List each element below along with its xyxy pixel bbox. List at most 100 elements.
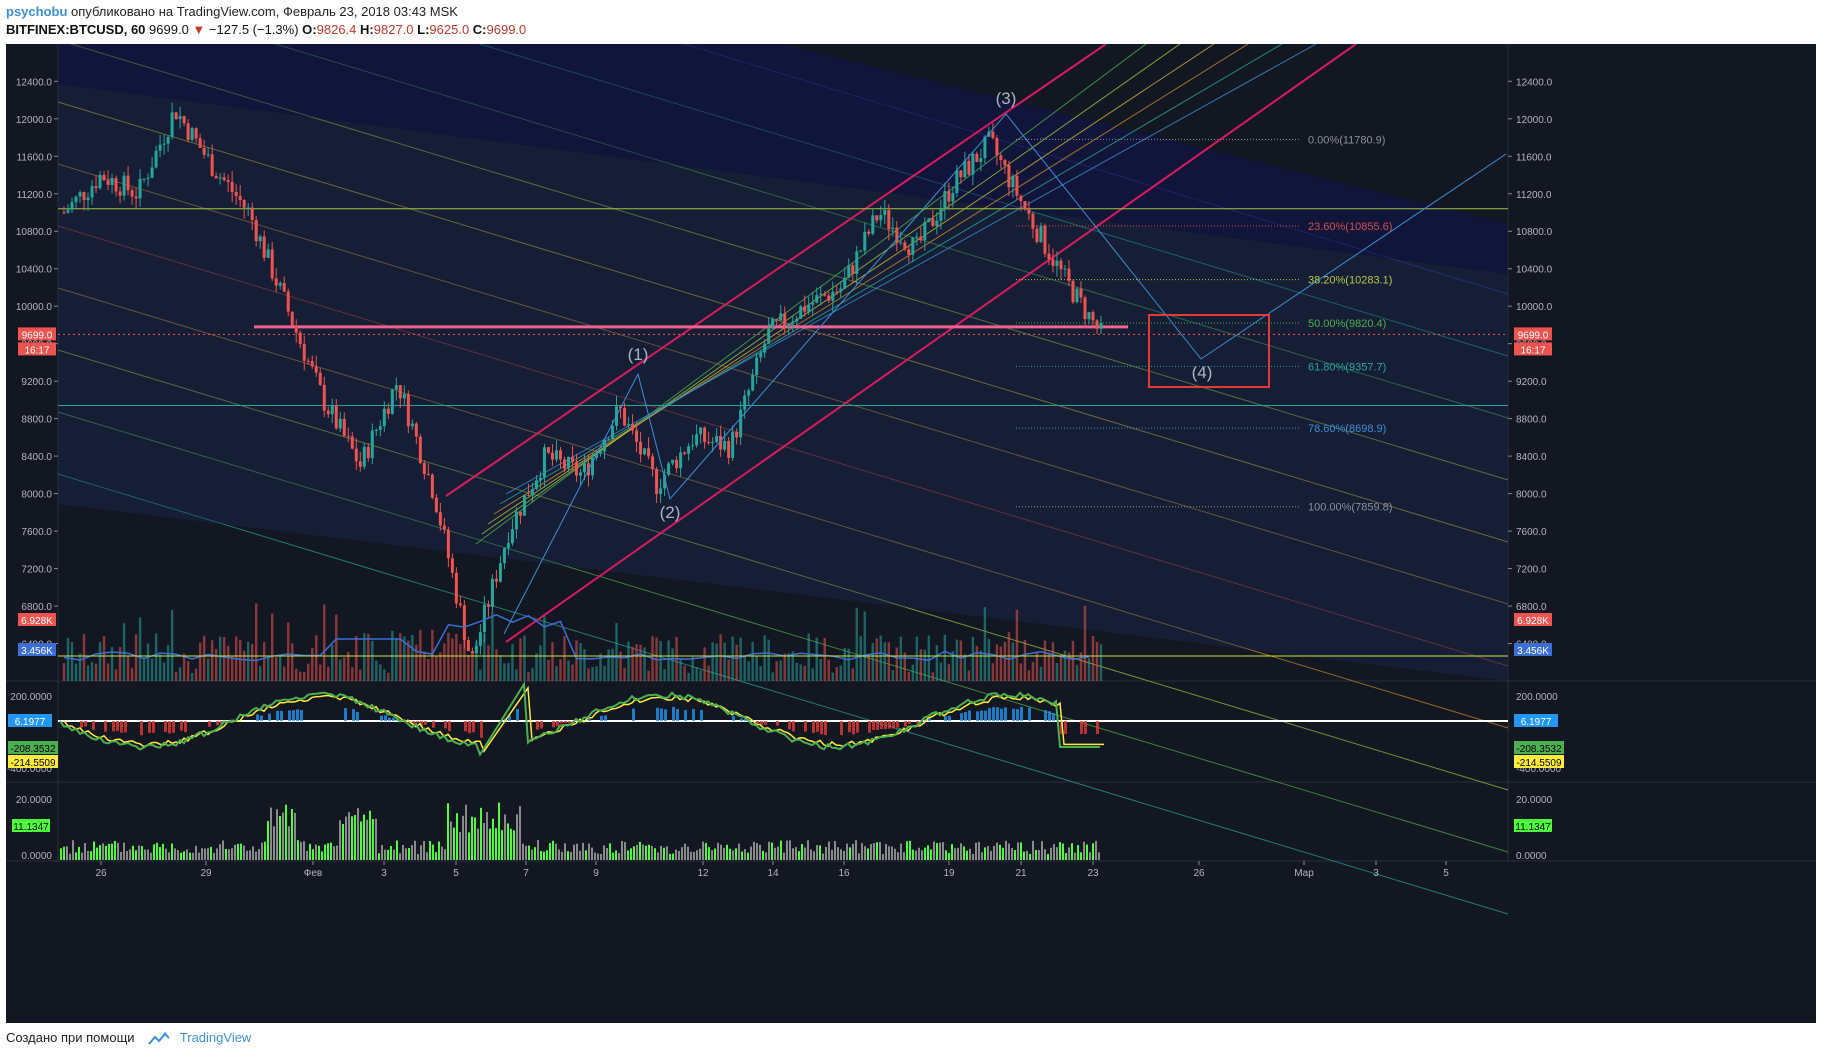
volume-bar: [102, 635, 106, 681]
volume-bar: [907, 672, 911, 681]
vol-bar: [912, 849, 914, 860]
vol-bar: [162, 843, 164, 860]
volume-bar: [883, 642, 886, 681]
volume-bar: [303, 671, 306, 681]
volume-bar: [683, 665, 686, 681]
vol-bar: [741, 851, 743, 860]
low-value: 9625.0: [429, 22, 470, 37]
candle-body: [226, 180, 230, 182]
volume-bar: [1071, 640, 1075, 681]
candle-body: [278, 282, 282, 286]
volume-bar: [439, 652, 442, 681]
vol-bar: [513, 830, 515, 860]
volume-bar: [415, 644, 418, 681]
tradingview-link[interactable]: TradingView: [179, 1030, 252, 1045]
volume-bar: [527, 672, 530, 681]
vol-bar: [795, 847, 797, 860]
candle-body: [130, 190, 134, 197]
cci-histogram-bar: [740, 718, 743, 721]
vol-bar: [126, 851, 128, 860]
vol-bar: [786, 840, 788, 860]
vol-bar: [204, 848, 206, 860]
candle-body: [1051, 259, 1055, 266]
candle-body: [691, 445, 695, 447]
vol-bar: [1089, 852, 1091, 860]
vol-bar: [777, 846, 779, 860]
candle-body: [562, 459, 566, 469]
candle-body: [855, 251, 859, 275]
candle-body: [947, 191, 951, 202]
vol-bar: [792, 848, 794, 860]
cci-histogram-bar: [448, 721, 451, 732]
vol-bar: [255, 851, 257, 860]
candle-body: [406, 393, 410, 427]
vol-bar: [75, 852, 77, 860]
volume-bar: [275, 657, 278, 681]
volume-bar: [347, 651, 350, 681]
vol-bar: [501, 830, 503, 860]
candle-body: [530, 489, 534, 496]
vol-bar: [891, 846, 893, 860]
candle-body: [498, 563, 502, 582]
volume-bar: [935, 645, 939, 681]
price-tick-label-left: 11200.0: [17, 190, 53, 201]
cci-histogram-bar: [732, 716, 735, 721]
vol-bar: [72, 840, 74, 860]
cci-histogram-bar: [424, 721, 427, 725]
vol-bar: [1002, 847, 1004, 860]
price-tick-label-left: 7600.0: [21, 527, 52, 538]
candle-body: [1031, 213, 1035, 229]
chart-area[interactable]: 6400.06400.06800.06800.07200.07200.07600…: [6, 0, 1816, 1023]
x-tick-label: 3: [381, 868, 387, 879]
candle-body: [454, 572, 458, 604]
vol-bar: [396, 840, 398, 860]
volume-badge-bg: [1514, 613, 1552, 626]
last-price-badge-left: 9699.0: [22, 330, 53, 341]
vol-bar: [321, 851, 323, 860]
author-link[interactable]: psychobu: [6, 4, 68, 19]
countdown-badge-left: 16:17: [24, 345, 49, 356]
vol-bar: [852, 843, 854, 860]
candle-body: [871, 215, 875, 234]
candle-body: [823, 293, 827, 296]
vol-bar: [753, 842, 755, 860]
cci-histogram-bar: [392, 717, 395, 721]
chart-svg[interactable]: 6400.06400.06800.06800.07200.07200.07600…: [6, 0, 1816, 1023]
cci-histogram-bar: [140, 721, 143, 736]
pitchfork-inner: [493, 43, 1249, 515]
volume-bar: [146, 643, 150, 681]
cci-histogram-bar: [1044, 710, 1047, 721]
vol-bar: [195, 845, 197, 860]
cci-histogram-bar: [472, 721, 475, 733]
candle-body: [955, 170, 959, 193]
candle-body: [751, 374, 755, 391]
vol-bar: [564, 843, 566, 860]
vol-bar: [138, 845, 140, 860]
vol-bar: [102, 843, 104, 860]
candle-body: [578, 472, 582, 476]
price-tick-label-left: 12400.0: [16, 77, 53, 88]
candle-body: [999, 155, 1003, 160]
volume-bar: [70, 641, 74, 681]
candle-body: [270, 249, 274, 279]
vol-bar: [762, 850, 764, 860]
vol-bar: [1095, 840, 1097, 860]
candle-body: [755, 357, 759, 375]
candle-body: [538, 477, 542, 481]
candle-body: [550, 452, 554, 460]
vol-bar: [480, 807, 482, 860]
candle-body: [122, 175, 126, 196]
volume-bar: [963, 654, 967, 681]
volume-bar: [987, 638, 991, 681]
volume-bar: [423, 651, 426, 681]
vol-bar: [651, 845, 653, 860]
cci-badge-left-bg: [8, 755, 58, 768]
candle-body: [771, 318, 775, 328]
candle-body: [422, 462, 426, 475]
chart-header: psychobu опубликовано на TradingView.com…: [6, 4, 458, 19]
vol-bar: [585, 850, 587, 860]
volume-bar: [194, 668, 198, 681]
candle-body: [1043, 225, 1047, 254]
cci-badge-bg: [1514, 714, 1558, 727]
volume-bar: [411, 635, 414, 681]
